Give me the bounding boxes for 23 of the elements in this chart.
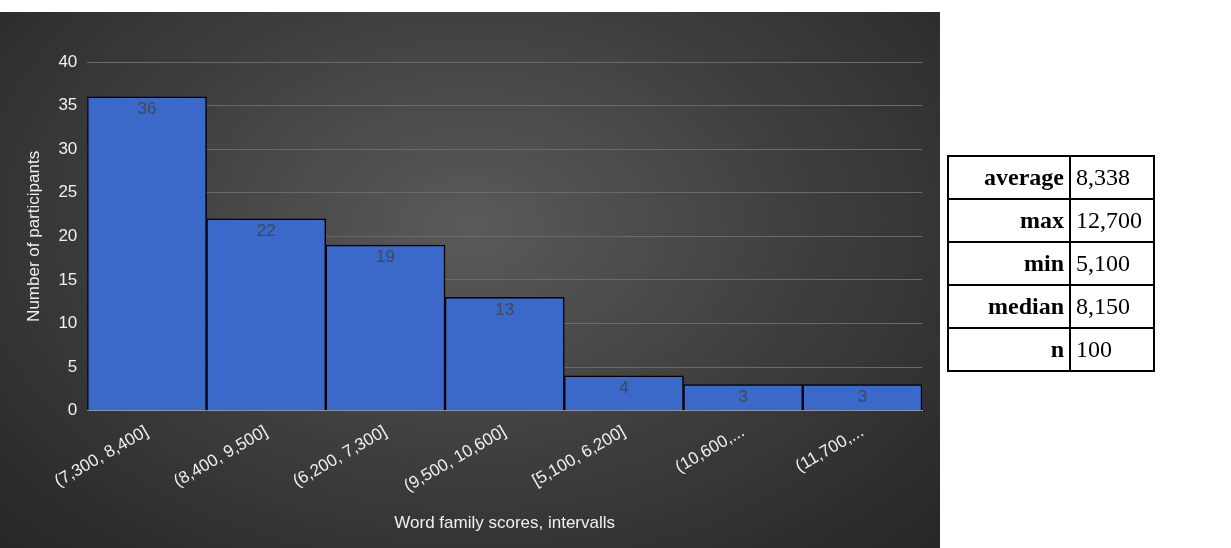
data-label: 13 <box>495 299 515 319</box>
y-tick-label: 10 <box>58 313 78 333</box>
data-label: 3 <box>738 386 748 406</box>
text: n 100 <box>1049 335 1113 364</box>
y-tick-label: 5 <box>67 356 78 376</box>
y-tick-label: 40 <box>58 51 78 71</box>
data-label: 19 <box>375 247 395 267</box>
data-label: 22 <box>256 221 276 241</box>
data-label: 3 <box>857 386 868 406</box>
y-tick-label: 35 <box>58 95 78 115</box>
text: average 8,338 <box>983 163 1131 192</box>
y-tick-label: 30 <box>58 138 78 158</box>
text: min 5,100 <box>1023 249 1131 278</box>
y-axis-title: Number of participants <box>23 150 43 322</box>
y-tick-label: 0 <box>67 400 78 420</box>
data-label: 36 <box>137 99 157 119</box>
y-tick-label: 20 <box>58 226 78 246</box>
text: median 8,150 <box>987 292 1131 321</box>
text: max 12,700 <box>1019 206 1143 235</box>
y-tick-label: 15 <box>58 269 78 289</box>
y-tick-label: 25 <box>58 182 78 202</box>
data-label: 4 <box>619 378 629 398</box>
x-axis-title: Word family scores, intervalls <box>394 513 616 533</box>
